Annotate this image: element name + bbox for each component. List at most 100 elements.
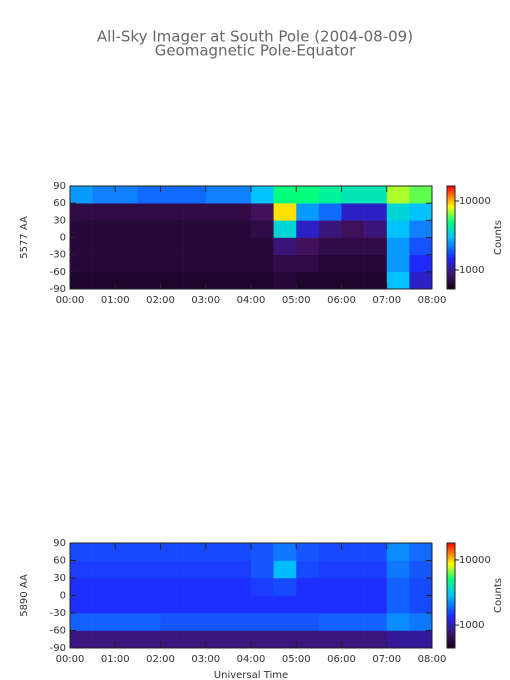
heat-cell: [364, 560, 388, 579]
heat-cell: [341, 630, 365, 649]
heat-cell: [364, 578, 388, 596]
heat-cell: [273, 254, 297, 273]
heat-cell: [409, 560, 433, 579]
heat-cell: [183, 220, 207, 238]
x-tick-label: 08:00: [418, 654, 447, 665]
heat-cell: [115, 560, 139, 579]
heat-cell: [160, 237, 184, 255]
heat-cell: [92, 220, 116, 238]
heat-cell: [386, 271, 410, 290]
heat-cell: [228, 237, 252, 255]
colorbar-tick-label: 1000: [459, 620, 484, 631]
heat-cell: [386, 630, 410, 649]
heat-cell: [386, 186, 410, 204]
heat-cell: [341, 203, 365, 221]
heat-cell: [70, 595, 93, 614]
heat-cell: [409, 186, 433, 204]
heat-cell: [137, 203, 161, 221]
heat-cell: [115, 220, 139, 238]
heat-cell: [115, 271, 139, 290]
heat-cell: [205, 203, 229, 221]
heat-cell: [386, 237, 410, 255]
heat-cell: [92, 203, 116, 221]
heat-cell: [364, 237, 388, 255]
heat-cell: [92, 630, 116, 649]
x-axis-label: Universal Time: [214, 670, 288, 680]
heat-cell: [205, 543, 229, 561]
heat-cell: [341, 220, 365, 238]
heat-cell: [251, 237, 274, 255]
heat-cell: [273, 543, 297, 561]
heat-cell: [341, 613, 365, 631]
heat-cell: [183, 254, 207, 273]
heat-cell: [137, 560, 161, 579]
heat-cell: [386, 595, 410, 614]
heat-cell: [409, 203, 433, 221]
heat-cell: [70, 271, 93, 290]
heat-cell: [115, 595, 139, 614]
heat-cell: [296, 630, 320, 649]
heat-cell: [318, 613, 342, 631]
y-tick-label: -30: [50, 250, 66, 261]
heat-cell: [92, 595, 116, 614]
heat-cell: [228, 543, 252, 561]
heat-cell: [386, 220, 410, 238]
heat-cell: [386, 543, 410, 561]
heat-cell: [115, 203, 139, 221]
heat-cell: [137, 186, 161, 204]
heat-cell: [70, 186, 93, 204]
heat-cell: [92, 578, 116, 596]
heat-cell: [251, 578, 274, 596]
x-tick-label: 00:00: [56, 654, 85, 665]
heat-cell: [296, 254, 320, 273]
heat-cell: [137, 237, 161, 255]
heat-cell: [137, 613, 161, 631]
y-tick-label: -60: [50, 267, 66, 278]
heat-cell: [409, 254, 433, 273]
heat-cell: [70, 543, 93, 561]
heat-cell: [364, 595, 388, 614]
heat-cell: [70, 237, 93, 255]
heat-cell: [251, 630, 274, 649]
heat-cell: [115, 578, 139, 596]
heat-cell: [70, 254, 93, 273]
y-tick-label: -90: [50, 643, 66, 654]
y-tick-label: 0: [60, 591, 66, 602]
heat-cell: [409, 271, 433, 290]
heat-cell: [205, 220, 229, 238]
heat-cell: [341, 560, 365, 579]
heat-cell: [273, 271, 297, 290]
heat-cell: [318, 595, 342, 614]
heat-cell: [183, 271, 207, 290]
heat-cell: [160, 220, 184, 238]
x-tick-label: 00:00: [56, 295, 85, 306]
heat-cell: [318, 254, 342, 273]
heat-cell: [318, 543, 342, 561]
heat-cell: [183, 186, 207, 204]
heat-cell: [228, 578, 252, 596]
heat-cell: [137, 543, 161, 561]
heat-cell: [273, 613, 297, 631]
heat-cell: [205, 237, 229, 255]
chart-title: All-Sky Imager at South Pole (2004-08-09…: [97, 28, 413, 46]
heat-cell: [92, 186, 116, 204]
x-tick-label: 04:00: [237, 295, 266, 306]
heat-cell: [273, 630, 297, 649]
heat-cell: [115, 630, 139, 649]
heat-cell: [70, 560, 93, 579]
heat-cell: [251, 271, 274, 290]
heat-cell: [386, 578, 410, 596]
x-tick-label: 07:00: [372, 654, 401, 665]
x-tick-label: 03:00: [191, 654, 220, 665]
heat-cell: [251, 186, 274, 204]
colorbar: [446, 185, 456, 290]
chart-subtitle: Geomagnetic Pole-Equator: [155, 42, 356, 60]
heat-cell: [137, 254, 161, 273]
heat-cell: [228, 203, 252, 221]
heat-cell: [409, 220, 433, 238]
colorbar-tick-label: 10000: [459, 196, 491, 207]
colorbar-tick-label: 1000: [459, 265, 484, 276]
heat-cell: [251, 560, 274, 579]
heat-cell: [318, 630, 342, 649]
